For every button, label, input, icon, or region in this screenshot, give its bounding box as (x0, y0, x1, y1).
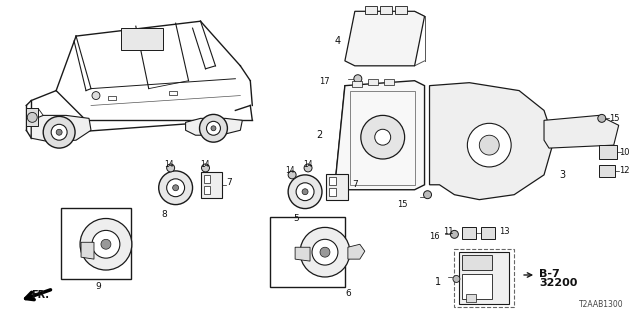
Text: 16: 16 (429, 232, 440, 241)
Bar (460, 252, 509, 304)
Polygon shape (335, 81, 424, 190)
Text: 15: 15 (609, 114, 620, 123)
Circle shape (166, 164, 175, 172)
Text: 7: 7 (352, 180, 358, 189)
Circle shape (312, 239, 338, 265)
Text: 4: 4 (335, 36, 341, 46)
Text: B-7: B-7 (539, 269, 560, 279)
Circle shape (361, 116, 404, 159)
Circle shape (51, 124, 67, 140)
Polygon shape (81, 242, 94, 259)
Text: 14: 14 (164, 160, 173, 169)
Circle shape (424, 191, 431, 199)
Bar (329, 188, 336, 196)
Polygon shape (345, 11, 424, 66)
Bar (384, 79, 394, 85)
Circle shape (304, 164, 312, 172)
Bar (365, 6, 377, 14)
Bar (169, 91, 177, 95)
Text: 1: 1 (435, 277, 442, 287)
Circle shape (44, 116, 75, 148)
Circle shape (453, 276, 460, 283)
Bar (61, 208, 131, 279)
Bar (462, 255, 492, 270)
Circle shape (101, 239, 111, 249)
Bar (26, 108, 38, 126)
Polygon shape (544, 116, 619, 148)
Circle shape (320, 247, 330, 257)
Text: 7: 7 (227, 178, 232, 187)
Text: 8: 8 (162, 210, 168, 219)
Text: 12: 12 (619, 166, 629, 175)
Circle shape (159, 171, 193, 204)
Bar (481, 228, 495, 239)
Text: 6: 6 (345, 289, 351, 298)
Circle shape (202, 164, 209, 172)
Text: 9: 9 (95, 282, 101, 291)
Circle shape (173, 185, 179, 191)
Polygon shape (348, 244, 365, 259)
Text: FR.: FR. (31, 290, 49, 300)
Text: 11: 11 (443, 228, 453, 236)
Text: T2AAB1300: T2AAB1300 (579, 300, 623, 309)
Text: 3: 3 (559, 170, 565, 180)
Text: 14: 14 (303, 160, 313, 169)
Polygon shape (295, 247, 310, 261)
Polygon shape (429, 83, 554, 200)
Circle shape (80, 219, 132, 270)
Circle shape (300, 228, 350, 277)
Circle shape (354, 75, 362, 83)
Text: 15: 15 (397, 200, 408, 209)
Bar (467, 294, 476, 302)
Bar (462, 228, 476, 239)
Circle shape (467, 123, 511, 167)
Circle shape (92, 92, 100, 100)
Bar (204, 186, 211, 194)
Bar (329, 177, 336, 185)
Circle shape (375, 129, 390, 145)
Polygon shape (31, 116, 91, 142)
Text: 17: 17 (319, 77, 330, 86)
Circle shape (211, 126, 216, 131)
Circle shape (200, 114, 227, 142)
Bar (108, 96, 116, 100)
Text: 14: 14 (285, 166, 295, 175)
Bar (121, 28, 163, 50)
Text: 10: 10 (619, 148, 629, 156)
Bar (352, 81, 362, 87)
Bar (599, 145, 617, 159)
Polygon shape (186, 118, 243, 135)
Bar (350, 91, 415, 185)
Circle shape (28, 112, 37, 122)
Bar (326, 174, 348, 200)
Text: 14: 14 (201, 160, 211, 169)
Circle shape (598, 114, 605, 122)
Circle shape (92, 230, 120, 258)
Text: 13: 13 (499, 228, 510, 236)
Bar (599, 165, 614, 177)
Text: 32200: 32200 (539, 278, 577, 288)
Bar (368, 79, 378, 85)
Circle shape (451, 230, 458, 238)
Bar (270, 218, 345, 287)
Bar (462, 274, 492, 299)
Bar (380, 6, 392, 14)
Bar (204, 175, 211, 183)
Circle shape (288, 175, 322, 209)
Circle shape (479, 135, 499, 155)
Circle shape (56, 129, 62, 135)
Circle shape (302, 189, 308, 195)
Circle shape (166, 179, 184, 197)
Text: 2: 2 (317, 130, 323, 140)
Circle shape (296, 183, 314, 201)
Bar (200, 172, 223, 198)
Circle shape (288, 171, 296, 179)
Bar (395, 6, 406, 14)
Circle shape (207, 121, 220, 135)
Text: 5: 5 (293, 213, 299, 222)
Bar (454, 249, 514, 307)
